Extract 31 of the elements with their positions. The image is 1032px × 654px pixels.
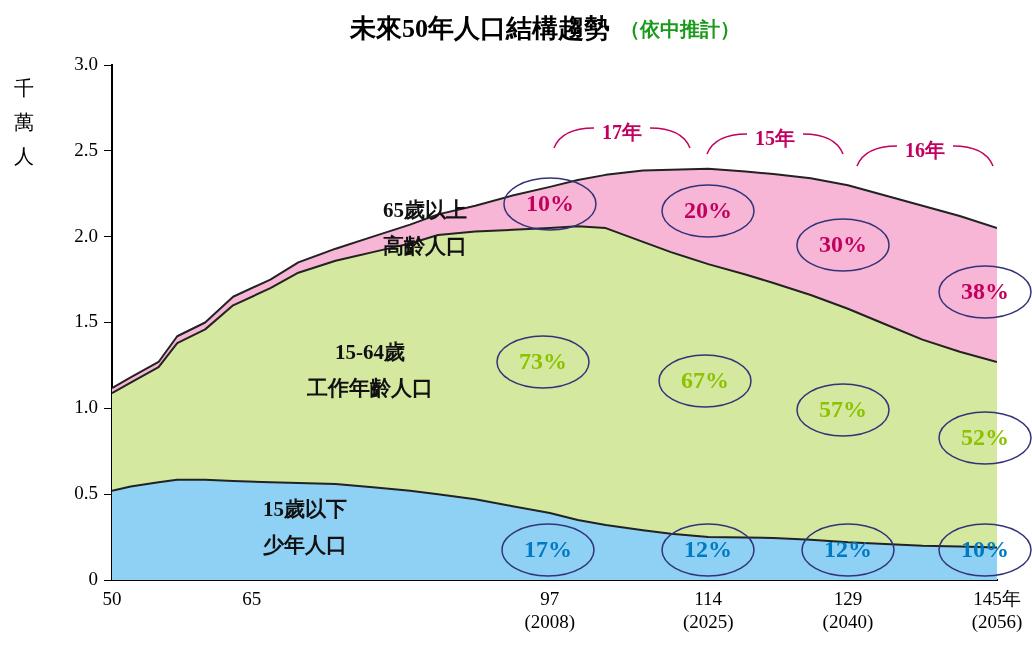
x-tick-label: 114 (2025) — [682, 588, 734, 634]
annotation: 15年 — [755, 127, 795, 150]
y-tick-label: 1.5 — [74, 310, 98, 332]
x-tick-label: 50 — [102, 588, 122, 610]
annotation: 17% — [524, 536, 572, 563]
annotation: 12% — [684, 536, 732, 563]
annotation: 30% — [819, 231, 867, 258]
x-tick-label: 145年 (2056) — [971, 588, 1023, 634]
y-tick-label: 0.5 — [74, 482, 98, 504]
x-tick-label: 129 (2040) — [822, 588, 874, 634]
annotation: 16年 — [905, 139, 945, 162]
y-axis-title: 千萬人 — [14, 77, 34, 168]
annotation: 10% — [526, 190, 574, 217]
annotation: 73% — [519, 348, 567, 375]
annotation: 67% — [681, 367, 729, 394]
y-tick-label: 1.0 — [74, 396, 98, 418]
annotation: 12% — [824, 536, 872, 563]
x-tick-label: 65 — [242, 588, 262, 610]
series-label: 15歲以下少年人口 — [263, 497, 347, 558]
y-tick-label: 0 — [88, 567, 98, 589]
y-tick-label: 2.5 — [74, 138, 98, 160]
annotation: 17年 — [602, 121, 642, 144]
y-tick-label: 2.0 — [74, 224, 98, 246]
annotation: 20% — [684, 197, 732, 224]
y-tick-label: 3.0 — [74, 52, 98, 74]
series-label: 15-64歲工作年齡人口 — [306, 340, 433, 401]
chart-subtitle: （依中推計） — [620, 18, 740, 41]
x-tick-label: 97 (2008) — [524, 588, 576, 634]
annotation: 38% — [961, 278, 1009, 305]
annotation: 57% — [819, 396, 867, 423]
chart-title: 未來50年人口結構趨勢 — [349, 13, 610, 43]
